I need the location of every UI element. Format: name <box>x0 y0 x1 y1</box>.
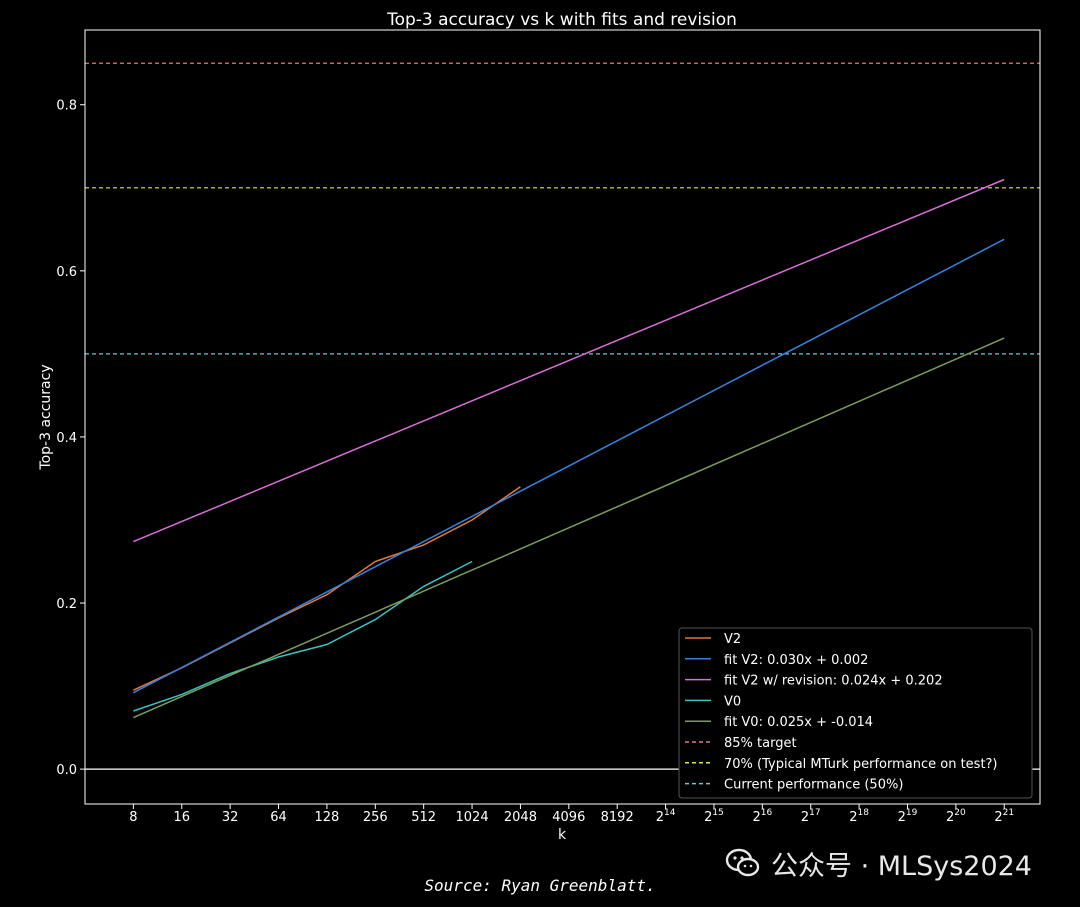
legend: V2 fit V2: 0.030x + 0.002 fit V2 w/ revisi… <box>678 627 1033 799</box>
legend-label: fit V2 w/ revision: 0.024x + 0.202 <box>724 674 943 689</box>
legend-label: fit V2: 0.030x + 0.002 <box>724 653 868 668</box>
wechat-icon <box>725 848 760 877</box>
x-tick-label: 2048 <box>504 810 537 825</box>
legend-label: 85% target <box>724 736 797 751</box>
x-tick-label: 64 <box>270 810 287 825</box>
x-tick-label: 1024 <box>456 810 489 825</box>
x-tick-label: 8 <box>129 810 137 825</box>
legend-label: 70% (Typical MTurk performance on test?) <box>724 757 998 772</box>
x-tick-label: 4096 <box>552 810 585 825</box>
legend-label: Current performance (50%) <box>724 778 903 793</box>
legend-label: fit V0: 0.025x + -0.014 <box>724 715 873 730</box>
watermark: 公众号 · MLSys2024 <box>725 840 1065 886</box>
y-tick-label: 0.4 <box>56 431 77 446</box>
plot-frame <box>84 29 1041 805</box>
series-line-3 <box>133 560 473 712</box>
legend-label: V0 <box>724 694 741 709</box>
series-line-2 <box>133 178 1005 543</box>
series-line-4 <box>133 337 1005 719</box>
source-caption: Source: Ryan Greenblatt. <box>424 876 656 895</box>
legend-label: V2 <box>724 632 741 647</box>
legend-box <box>678 627 1033 799</box>
x-tick-label: 32 <box>222 810 239 825</box>
x-tick-label: 512 <box>411 810 436 825</box>
series-line-1 <box>133 238 1005 694</box>
chart-title: Top-3 accuracy vs k with fits and revisi… <box>386 10 737 30</box>
y-tick-label: 0.8 <box>56 99 77 114</box>
y-tick-label: 0.0 <box>56 763 77 778</box>
y-axis-label: Top-3 accuracy <box>38 364 54 470</box>
y-tick-label: 0.2 <box>56 597 77 612</box>
y-tick-label: 0.6 <box>56 265 77 280</box>
watermark-text: 公众号 · MLSys2024 <box>771 850 1032 882</box>
x-tick-label: 16 <box>173 810 190 825</box>
x-tick-label: 8192 <box>601 810 634 825</box>
x-tick-label: 128 <box>314 810 339 825</box>
x-axis-label: k <box>558 827 567 843</box>
x-tick-label: 256 <box>363 810 388 825</box>
